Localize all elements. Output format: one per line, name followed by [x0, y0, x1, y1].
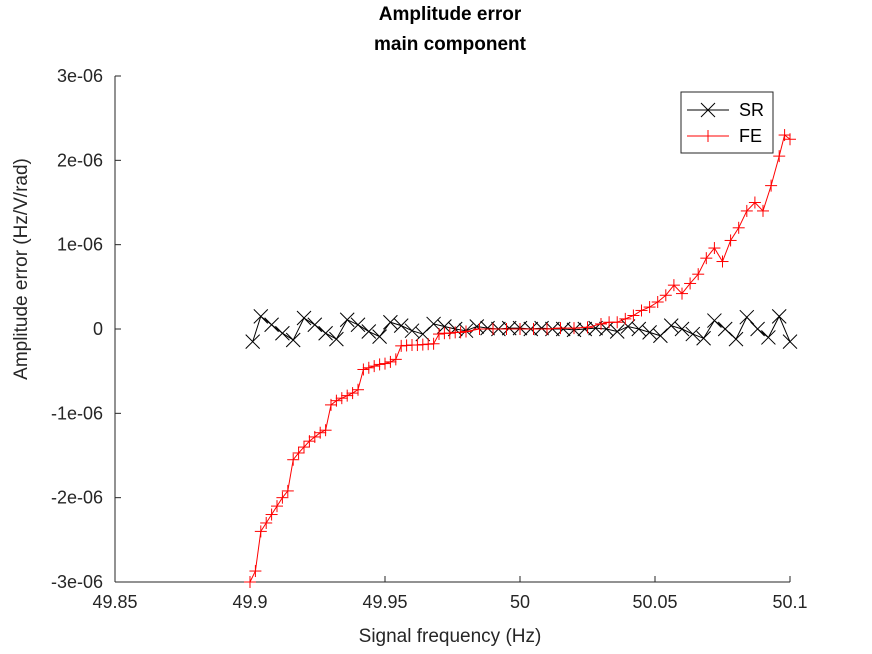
series-sr [245, 308, 798, 350]
legend-label-sr: SR [739, 100, 764, 120]
data-point-sr [285, 332, 301, 348]
y-tick-label: 1e-06 [57, 235, 103, 255]
data-point-sr [577, 321, 593, 337]
x-tick-label: 49.85 [92, 592, 137, 612]
data-point-sr [426, 316, 441, 332]
legend: SR FE [680, 91, 774, 154]
data-point-sr [707, 313, 722, 328]
data-point-sr [253, 308, 269, 324]
y-axis-label: Amplitude error (Hz/V/rad) [11, 158, 32, 380]
chart-subtitle: main component [374, 34, 527, 55]
data-point-sr [674, 321, 690, 337]
y-tick-label: 3e-06 [57, 66, 103, 86]
data-point-sr [501, 320, 517, 336]
data-point-sr [685, 326, 701, 342]
y-tick-label: -2e-06 [51, 488, 103, 508]
data-point-sr [275, 325, 290, 341]
data-point-sr [307, 317, 323, 333]
data-point-sr [761, 330, 776, 345]
data-point-sr [717, 321, 733, 337]
data-point-sr [696, 330, 711, 346]
data-point-sr [663, 318, 679, 333]
data-point-sr [728, 331, 744, 347]
data-point-sr [599, 321, 614, 337]
chart-title: Amplitude error [379, 4, 522, 25]
axes: 49.85 49.9 49.95 50 50.05 50.1 -3e-06 -2e-06 -1e… [51, 66, 808, 612]
data-point-sr [620, 319, 636, 334]
data-point-sr [642, 325, 657, 340]
data-point-sr [372, 329, 387, 344]
y-tick-label: -3e-06 [51, 572, 103, 592]
data-point-sr [361, 324, 377, 339]
data-point-sr [404, 323, 420, 339]
y-tick-label: 0 [93, 319, 103, 339]
data-point-sr [609, 324, 625, 339]
data-point-sr [383, 314, 398, 330]
data-point-sr [350, 317, 366, 333]
x-tick-label: 50 [510, 592, 530, 612]
data-point-sr [318, 325, 333, 341]
x-tick-label: 50.1 [772, 592, 807, 612]
data-point-sr [782, 334, 798, 350]
data-point-sr [245, 334, 261, 350]
x-tick-label: 49.95 [362, 592, 407, 612]
data-point-sr [771, 308, 787, 324]
legend-box [680, 91, 774, 154]
data-point-sr [739, 309, 755, 325]
data-point-sr [631, 321, 647, 337]
x-axis-label: Signal frequency (Hz) [359, 626, 542, 647]
data-point-sr [329, 331, 344, 347]
x-tick-label: 50.05 [632, 592, 677, 612]
series-line-fe [249, 134, 791, 583]
data-point-sr [437, 319, 452, 334]
y-tick-label: -1e-06 [51, 403, 103, 423]
data-point-sr [750, 321, 765, 337]
legend-marker-sr [700, 102, 716, 118]
x-tick-label: 49.9 [232, 592, 267, 612]
data-point-sr [393, 318, 409, 333]
series-fe [244, 129, 796, 588]
data-point-sr [264, 317, 279, 333]
data-point-sr [296, 310, 312, 326]
legend-label-fe: FE [739, 126, 762, 146]
series-layer [244, 129, 798, 588]
data-point-sr [339, 312, 355, 328]
y-tick-label: 2e-06 [57, 150, 103, 170]
